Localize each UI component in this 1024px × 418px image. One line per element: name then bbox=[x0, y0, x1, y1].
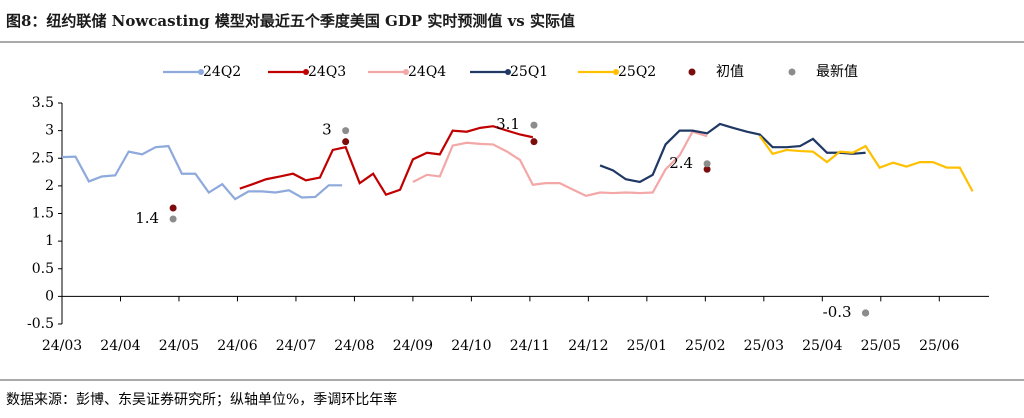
legend-label: 24Q2 bbox=[203, 64, 241, 80]
legend-swatch-marker bbox=[613, 69, 619, 75]
y-tick-label: 3.5 bbox=[32, 95, 54, 111]
x-tick-label: 24/05 bbox=[159, 338, 199, 354]
source-note: 数据来源：彭博、东吴证券研究所；纵轴单位%，季调环比年率 bbox=[6, 391, 397, 408]
x-tick-label: 25/06 bbox=[919, 338, 959, 354]
y-tick-label: -0.5 bbox=[27, 316, 54, 332]
legend-swatch bbox=[788, 68, 796, 76]
data-label: 3 bbox=[322, 121, 332, 139]
x-tick-label: 24/09 bbox=[393, 338, 433, 354]
legend-swatch-marker bbox=[303, 69, 309, 75]
y-tick-label: 2 bbox=[45, 178, 54, 194]
data-label: -0.3 bbox=[823, 303, 852, 321]
x-tick-label: 24/08 bbox=[334, 338, 374, 354]
x-tick-label: 24/12 bbox=[568, 338, 608, 354]
x-tick-label: 24/10 bbox=[451, 338, 491, 354]
legend-label: 24Q3 bbox=[308, 64, 346, 80]
legend-label: 25Q1 bbox=[510, 64, 548, 80]
y-tick-label: 3 bbox=[45, 123, 54, 139]
x-tick-label: 24/07 bbox=[276, 338, 316, 354]
legend-label: 25Q2 bbox=[618, 64, 656, 80]
x-tick-label: 24/11 bbox=[510, 338, 550, 354]
legend-swatch-marker bbox=[505, 69, 511, 75]
series-line bbox=[412, 130, 708, 197]
data-label: 3.1 bbox=[496, 115, 520, 133]
legend-label: 24Q4 bbox=[408, 64, 446, 80]
data-point bbox=[169, 204, 177, 212]
chart-title: 图8：纽约联储 Nowcasting 模型对最近五个季度美国 GDP 实时预测值… bbox=[6, 12, 575, 30]
legend-swatch bbox=[688, 68, 696, 76]
x-tick-label: 25/04 bbox=[802, 338, 842, 354]
x-tick-label: 25/05 bbox=[861, 338, 901, 354]
series-line bbox=[599, 122, 866, 184]
y-tick-label: 0 bbox=[45, 288, 54, 304]
data-point bbox=[530, 138, 538, 146]
data-point bbox=[342, 138, 350, 146]
x-tick-label: 24/04 bbox=[100, 338, 140, 354]
series-line bbox=[61, 144, 343, 201]
x-tick-label: 24/03 bbox=[42, 338, 82, 354]
series-line bbox=[758, 135, 974, 192]
data-point bbox=[703, 160, 711, 168]
x-tick-label: 25/01 bbox=[627, 338, 667, 354]
x-tick-label: 25/03 bbox=[744, 338, 784, 354]
data-point bbox=[342, 127, 350, 135]
y-tick-label: 0.5 bbox=[32, 261, 54, 277]
data-point bbox=[703, 165, 711, 173]
data-point bbox=[530, 121, 538, 129]
x-tick-label: 24/06 bbox=[217, 338, 257, 354]
series-line bbox=[239, 125, 534, 197]
y-tick-label: 2.5 bbox=[32, 150, 54, 166]
legend-label: 最新值 bbox=[816, 64, 858, 80]
data-label: 1.4 bbox=[135, 209, 159, 227]
y-tick-label: 1 bbox=[45, 233, 54, 249]
legend-label: 初值 bbox=[716, 63, 744, 80]
data-point bbox=[862, 309, 870, 317]
legend-swatch-marker bbox=[403, 69, 409, 75]
y-tick-label: 1.5 bbox=[32, 206, 54, 222]
data-label: 2.4 bbox=[669, 154, 693, 172]
data-point bbox=[169, 215, 177, 223]
x-tick-label: 25/02 bbox=[685, 338, 725, 354]
legend-swatch-marker bbox=[198, 69, 204, 75]
